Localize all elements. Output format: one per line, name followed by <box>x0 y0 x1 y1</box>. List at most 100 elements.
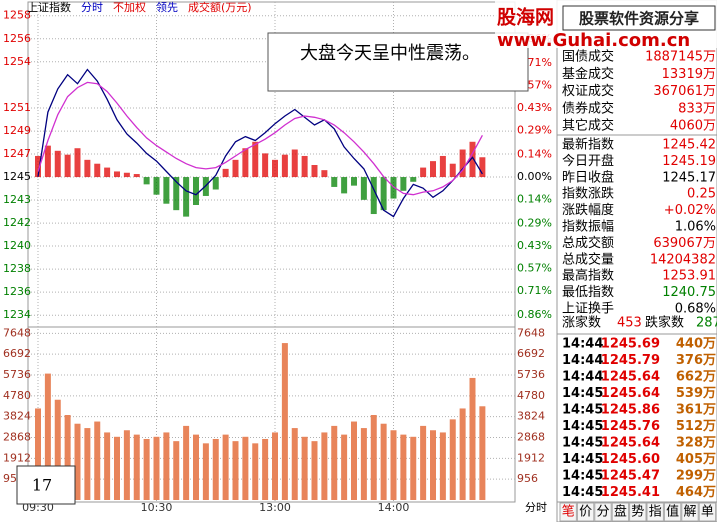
breadth-bar <box>123 172 130 178</box>
trade-price: 1245.64 <box>601 386 660 401</box>
tab-label[interactable]: 值 <box>666 504 679 520</box>
volume-bar <box>449 419 456 500</box>
stat-value: 14204382 <box>650 252 716 267</box>
y2-tick-label: 4780 <box>517 389 545 402</box>
header-item[interactable]: 不加权 <box>113 1 146 14</box>
volume-bar <box>321 432 328 500</box>
breadth-bar <box>133 174 140 178</box>
trade-volume: 376万 <box>676 353 716 368</box>
volume-bar <box>469 377 476 500</box>
stat-label: 最新指数 <box>562 137 614 153</box>
tab-label[interactable]: 笔 <box>562 504 575 520</box>
volume-bar <box>272 432 278 500</box>
trade-price: 1245.64 <box>601 436 660 451</box>
tab-label[interactable]: 单 <box>701 505 714 520</box>
trade-time: 14:45 <box>562 386 603 401</box>
trade-price: 1245.64 <box>601 370 660 385</box>
tab-label[interactable]: 指 <box>649 505 662 520</box>
fund-value: 13319万 <box>662 67 716 82</box>
header-item[interactable]: 成交额(万元) <box>188 0 252 14</box>
breadth-bar <box>390 177 397 199</box>
tab-label[interactable]: 解 <box>683 505 696 520</box>
stat-label: 最高指数 <box>562 268 614 284</box>
trade-time: 14:45 <box>562 419 603 434</box>
stat-value: 1245.17 <box>662 170 716 185</box>
trade-volume: 440万 <box>676 337 716 352</box>
tab-box[interactable] <box>576 502 595 522</box>
breadth-bar <box>301 155 308 178</box>
trade-price: 1245.79 <box>601 353 660 368</box>
y2-tick-label: 0.29% <box>517 217 552 230</box>
breadth-bar <box>360 177 367 200</box>
tab-box[interactable] <box>698 502 717 522</box>
volume-bar <box>390 430 397 500</box>
volume-bar <box>311 441 318 500</box>
y2-tick-label: 3824 <box>517 410 545 423</box>
volume-bar <box>114 436 120 500</box>
trade-time: 14:45 <box>562 436 603 451</box>
volume-bar <box>123 430 130 500</box>
tab-box[interactable] <box>629 502 647 522</box>
volume-bar <box>163 432 170 500</box>
tab-label[interactable]: 盘 <box>614 504 627 520</box>
volume-bar <box>212 438 219 500</box>
price-line <box>37 68 483 218</box>
trade-volume: 328万 <box>676 436 716 451</box>
breadth-label: 跌家数 <box>645 315 684 331</box>
breadth-bar <box>222 168 229 178</box>
header-item[interactable]: 领先 <box>156 1 178 14</box>
breadth-bar <box>104 167 111 178</box>
x-tick-label: 14:00 <box>378 501 410 514</box>
trade-time: 14:45 <box>562 469 603 484</box>
breadth-bar <box>35 155 41 178</box>
breadth-bar <box>479 157 486 178</box>
tab-box[interactable] <box>594 502 612 522</box>
y-tick-label: 3824 <box>3 410 31 423</box>
breadth-bar <box>281 154 288 178</box>
x-tick-label: 10:30 <box>141 501 173 514</box>
tab-label[interactable]: 分 <box>596 505 609 520</box>
breadth-bar <box>469 141 476 178</box>
tab-box[interactable] <box>663 502 682 522</box>
badge-box <box>16 465 76 505</box>
trade-time: 14:45 <box>562 403 603 418</box>
header-item[interactable]: 上证指数 <box>27 0 71 14</box>
breadth-bar <box>183 177 190 217</box>
y2-tick-label: 0.43% <box>517 239 552 252</box>
breadth-bar <box>439 155 446 178</box>
volume-bar <box>104 432 111 500</box>
stat-label: 总成交量 <box>562 251 614 267</box>
y2-tick-label: 0.43% <box>517 101 552 114</box>
y2-tick-label: 0.57% <box>517 262 552 275</box>
volume-bar <box>301 436 308 500</box>
tab-label[interactable]: 价 <box>579 505 592 520</box>
tab-label[interactable]: 势 <box>631 504 644 520</box>
fund-value: 1887145万 <box>645 50 716 65</box>
logo-url: www.Guhai.com.cn <box>497 30 690 51</box>
volume-bar <box>133 434 140 500</box>
breadth-value: 453 <box>617 316 642 331</box>
breadth-bar <box>242 148 249 178</box>
footer-button[interactable]: 分时 <box>525 501 547 514</box>
breadth-bar <box>272 159 278 178</box>
volume-bar <box>54 399 61 500</box>
tab-box[interactable] <box>681 502 699 522</box>
header-item[interactable]: 分时 <box>81 1 103 14</box>
breadth-bar <box>74 148 81 178</box>
tab-box[interactable] <box>646 502 664 522</box>
y-tick-label: 1251 <box>3 101 31 114</box>
breadth-bar <box>44 145 51 178</box>
y2-tick-label: 6692 <box>517 347 545 360</box>
fund-label: 基金成交 <box>562 66 614 82</box>
annotation-box <box>267 32 529 92</box>
tab-box[interactable] <box>559 502 577 522</box>
trade-price: 1245.60 <box>601 452 660 467</box>
y-tick-label: 1254 <box>3 55 31 68</box>
breadth-bar <box>212 177 219 190</box>
breadth-bar <box>252 141 259 178</box>
trade-time: 14:44 <box>562 353 603 368</box>
trade-price: 1245.76 <box>601 419 660 434</box>
tab-box[interactable] <box>611 502 630 522</box>
logo-name: 股海网 <box>497 6 554 29</box>
